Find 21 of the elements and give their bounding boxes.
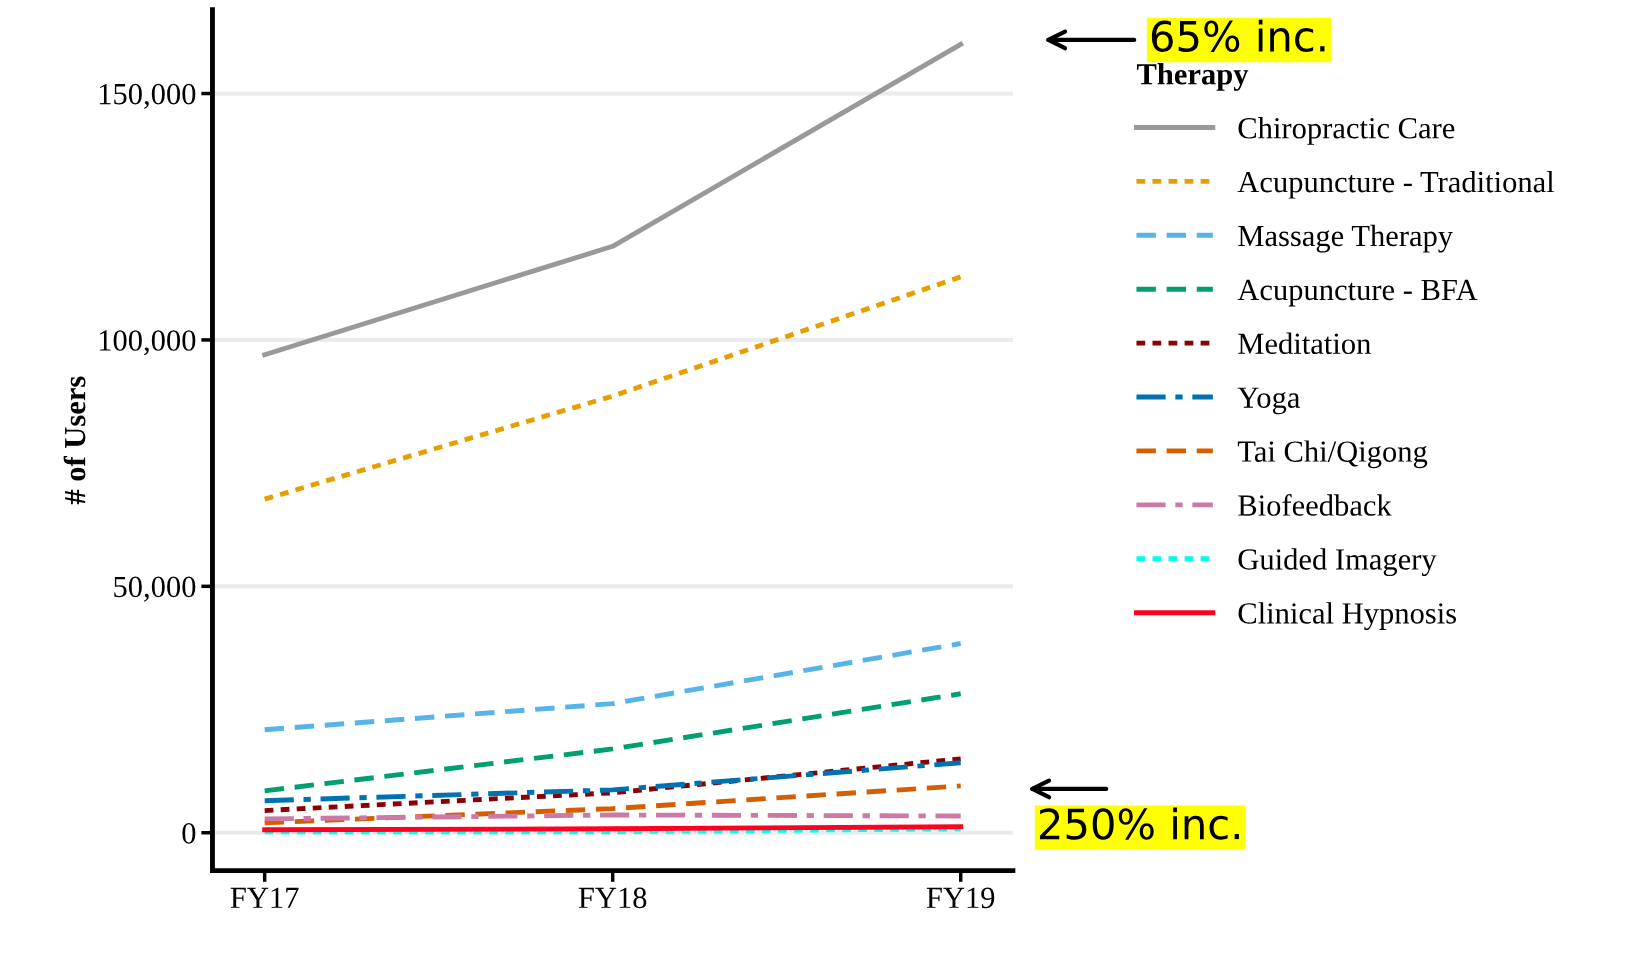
x-tick-label: FY17 xyxy=(230,887,299,908)
x-tick-label: FY18 xyxy=(578,887,647,909)
legend-label: Yoga xyxy=(1237,387,1300,415)
legend-label: Guided Imagery xyxy=(1238,548,1437,577)
legend-label: Chiropractic Care xyxy=(1238,117,1455,145)
y-tick-label: 50,000 xyxy=(114,576,196,602)
legend-label: Massage Therapy xyxy=(1238,224,1453,253)
y-axis-title: # of Users xyxy=(63,376,86,505)
y-tick-label: 0 xyxy=(182,823,196,844)
y-tick-label: 100,000 xyxy=(99,330,196,356)
legend-label: Meditation xyxy=(1238,332,1371,355)
legend-label: Acupuncture - Traditional xyxy=(1237,170,1555,199)
x-tick-label: FY19 xyxy=(926,887,995,909)
text: 250% inc. xyxy=(1039,807,1239,840)
text: 65% inc. xyxy=(1151,19,1325,52)
legend-label: Clinical Hypnosis xyxy=(1238,602,1457,630)
legend-label: Tai Chi/Qigong xyxy=(1237,440,1428,469)
legend-title: Therapy xyxy=(1136,63,1249,91)
y-tick-label: 150,000 xyxy=(99,83,196,109)
legend-label: Biofeedback xyxy=(1238,494,1392,516)
legend-label: Acupuncture - BFA xyxy=(1237,279,1478,307)
